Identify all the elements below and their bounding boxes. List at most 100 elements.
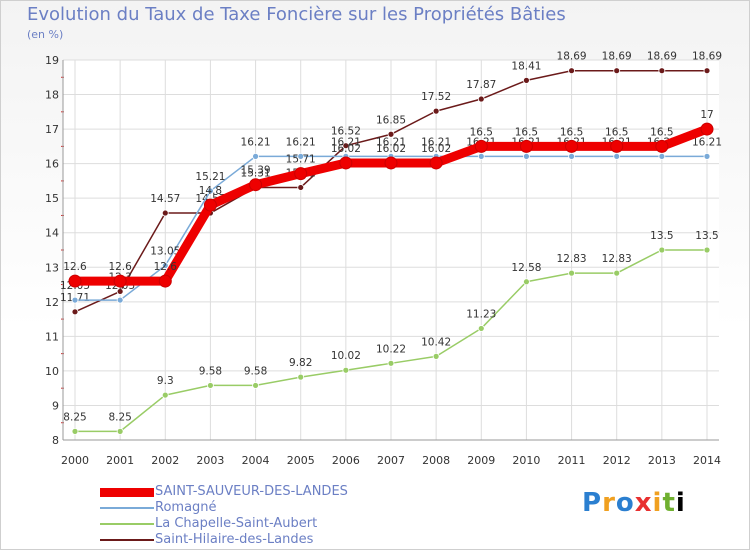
legend-swatch-saint-hilaire: [100, 539, 154, 541]
data-label-saint-hilaire-des-landes: 17.87: [466, 79, 496, 91]
data-point-saint-sauveur-des-landes: [700, 122, 714, 136]
y-tick-label: 17: [45, 123, 59, 136]
data-label-romagn-: 13.05: [150, 246, 180, 258]
y-tick-label: 13: [45, 261, 59, 274]
y-tick-label: 10: [45, 365, 59, 378]
data-point-la-chapelle-saint-aubert: [703, 246, 711, 254]
proxiti-logo: Proxiti: [582, 488, 686, 518]
data-label-saint-sauveur-des-landes: 12.6: [63, 261, 87, 273]
data-point-la-chapelle-saint-aubert: [207, 382, 214, 389]
data-point-saint-hilaire-des-landes: [477, 95, 485, 103]
data-point-la-chapelle-saint-aubert: [116, 427, 124, 435]
data-label-romagn-: 15.21: [195, 171, 225, 183]
data-point-la-chapelle-saint-aubert: [387, 359, 395, 367]
data-label-saint-sauveur-des-landes: 15.71: [286, 154, 316, 166]
data-label-la-chapelle-saint-aubert: 13.5: [650, 230, 673, 242]
legend-swatch-la-chapelle: [100, 523, 154, 525]
data-point-saint-hilaire-des-landes: [703, 67, 711, 75]
data-point-romagn-: [161, 262, 169, 269]
x-tick-label: 2009: [467, 454, 495, 467]
data-point-romagn-: [116, 296, 124, 304]
data-label-saint-sauveur-des-landes: 14.8: [199, 185, 222, 197]
data-label-saint-hilaire-des-landes: 16.85: [376, 114, 406, 126]
data-point-la-chapelle-saint-aubert: [568, 269, 575, 277]
data-point-la-chapelle-saint-aubert: [297, 373, 305, 381]
data-point-saint-sauveur-des-landes: [294, 167, 308, 181]
x-tick-label: 2003: [196, 454, 224, 467]
x-tick-label: 2001: [106, 454, 134, 467]
data-point-romagn-: [207, 187, 214, 195]
y-tick-label: 15: [45, 192, 59, 205]
data-label-la-chapelle-saint-aubert: 10.42: [421, 336, 451, 348]
legend-swatch-romagne: [100, 507, 154, 509]
legend-label-saint-sauveur: SAINT-SAUVEUR-DES-LANDES: [155, 484, 348, 499]
x-tick-label: 2014: [693, 454, 721, 467]
data-label-la-chapelle-saint-aubert: 8.25: [63, 411, 86, 423]
data-point-saint-sauveur-des-landes: [158, 274, 172, 288]
x-tick-label: 2011: [558, 454, 586, 467]
data-point-la-chapelle-saint-aubert: [613, 269, 621, 277]
data-label-saint-sauveur-des-landes: 16.5: [515, 126, 538, 138]
data-point-saint-hilaire-des-landes: [116, 288, 124, 295]
data-label-saint-hilaire-des-landes: 18.41: [511, 60, 541, 72]
data-label-la-chapelle-saint-aubert: 9.58: [244, 365, 267, 377]
data-point-saint-sauveur-des-landes: [429, 156, 443, 170]
data-point-saint-hilaire-des-landes: [568, 67, 575, 75]
data-point-romagn-: [477, 152, 485, 160]
data-label-saint-sauveur-des-landes: 16.02: [376, 143, 406, 155]
y-tick-label: 12: [45, 296, 59, 309]
data-point-saint-sauveur-des-landes: [519, 139, 533, 153]
data-label-la-chapelle-saint-aubert: 12.83: [557, 253, 587, 265]
data-label-saint-hilaire-des-landes: 17.52: [421, 91, 451, 103]
data-label-saint-sauveur-des-landes: 16.5: [560, 126, 583, 138]
data-label-la-chapelle-saint-aubert: 9.58: [199, 365, 222, 377]
data-label-romagn-: 16.21: [286, 136, 316, 148]
data-point-romagn-: [658, 152, 666, 160]
data-point-romagn-: [523, 152, 530, 160]
data-point-saint-hilaire-des-landes: [297, 184, 305, 191]
data-label-saint-hilaire-des-landes: 16.52: [331, 126, 361, 138]
data-point-saint-sauveur-des-landes: [68, 274, 82, 288]
data-label-saint-hilaire-des-landes: 18.69: [602, 51, 632, 63]
data-label-saint-hilaire-des-landes: 18.69: [647, 51, 677, 63]
data-point-saint-sauveur-des-landes: [113, 274, 127, 288]
data-point-romagn-: [71, 296, 79, 304]
y-tick-label: 8: [52, 434, 59, 447]
data-point-saint-sauveur-des-landes: [610, 139, 624, 153]
data-label-romagn-: 16.21: [692, 136, 722, 148]
x-tick-label: 2004: [242, 454, 270, 467]
data-point-la-chapelle-saint-aubert: [658, 246, 666, 254]
data-label-saint-hilaire-des-landes: 15.31: [241, 167, 271, 179]
legend-label-saint-hilaire: Saint-Hilaire-des-Landes: [155, 532, 314, 547]
data-point-saint-sauveur-des-landes: [203, 198, 217, 212]
data-point-saint-hilaire-des-landes: [387, 130, 395, 138]
chart-title: Evolution du Taux de Taxe Foncière sur l…: [27, 4, 566, 25]
x-tick-label: 2007: [377, 454, 405, 467]
legend-swatch-saint-sauveur: [100, 488, 154, 497]
data-label-la-chapelle-saint-aubert: 9.3: [157, 375, 174, 387]
x-tick-label: 2000: [61, 454, 89, 467]
data-label-la-chapelle-saint-aubert: 12.83: [602, 253, 632, 265]
data-point-la-chapelle-saint-aubert: [252, 382, 259, 389]
y-tick-label: 19: [45, 54, 59, 67]
y-tick-label: 14: [45, 227, 59, 240]
data-point-saint-hilaire-des-landes: [342, 142, 350, 150]
data-point-romagn-: [568, 152, 575, 160]
data-point-saint-hilaire-des-landes: [658, 67, 666, 75]
data-point-saint-sauveur-des-landes: [339, 156, 353, 170]
data-label-saint-sauveur-des-landes: 16.5: [470, 126, 493, 138]
x-tick-label: 2002: [151, 454, 179, 467]
data-label-la-chapelle-saint-aubert: 8.25: [108, 411, 131, 423]
data-point-saint-hilaire-des-landes: [161, 209, 169, 217]
legend-label-romagne: Romagné: [155, 500, 217, 515]
data-label-saint-sauveur-des-landes: 12.6: [108, 261, 132, 273]
legend-label-la-chapelle: La Chapelle-Saint-Aubert: [155, 516, 318, 531]
data-label-romagn-: 16.21: [331, 136, 361, 148]
data-point-romagn-: [297, 152, 305, 160]
x-tick-label: 2005: [287, 454, 315, 467]
data-label-saint-sauveur-des-landes: 15.39: [241, 165, 271, 177]
data-point-saint-sauveur-des-landes: [249, 178, 263, 192]
data-label-romagn-: 16.21: [241, 136, 271, 148]
data-point-la-chapelle-saint-aubert: [342, 366, 350, 374]
